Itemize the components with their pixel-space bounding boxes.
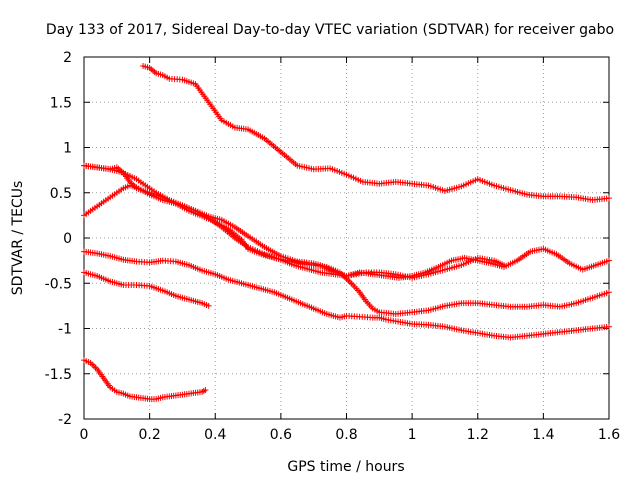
series-s5	[81, 269, 212, 309]
y-tick-label: 1.5	[50, 95, 72, 111]
x-tick-label: 1	[408, 427, 417, 443]
data-point	[606, 195, 612, 202]
x-tick-label: 0.8	[335, 427, 357, 443]
series-s6	[81, 357, 209, 403]
grid-lines	[84, 57, 609, 419]
x-tick-label: 1.2	[467, 427, 489, 443]
x-tick-label: 0	[80, 427, 89, 443]
x-tick-label: 0.4	[204, 427, 226, 443]
y-tick-label: -1.5	[45, 367, 72, 383]
chart-title: Day 133 of 2017, Sidereal Day-to-day VTE…	[46, 22, 614, 38]
y-axis-label: SDTVAR / TECUs	[10, 181, 26, 296]
series-line	[142, 65, 610, 201]
axis-ticks	[83, 56, 610, 420]
y-tick-label: 2	[63, 50, 72, 66]
series-s1	[140, 63, 612, 203]
y-tick-label: -2	[58, 412, 72, 428]
x-tick-label: 0.6	[270, 427, 292, 443]
y-tick-labels: -2 -1.5 -1 -0.5 0 0.5 1 1.5 2	[45, 50, 72, 428]
series-line	[83, 251, 610, 339]
series-s4	[81, 248, 612, 341]
x-tick-label: 0.2	[138, 427, 160, 443]
y-tick-label: 1	[63, 141, 72, 157]
x-tick-labels: 0 0.2 0.4 0.6 0.8 1 1.2 1.4 1.6	[80, 427, 621, 443]
y-tick-label: 0.5	[50, 186, 72, 202]
data-point	[202, 387, 209, 394]
x-axis-label: GPS time / hours	[287, 459, 404, 475]
y-tick-label: -0.5	[45, 276, 72, 292]
data-series	[81, 63, 612, 403]
data-point	[606, 257, 612, 264]
data-point	[205, 302, 212, 309]
x-tick-label: 1.6	[598, 427, 620, 443]
y-tick-label: -1	[58, 322, 72, 338]
data-point	[606, 323, 612, 330]
data-point	[606, 289, 612, 296]
series-s7	[81, 162, 612, 281]
x-tick-label: 1.4	[532, 427, 554, 443]
y-tick-label: 0	[63, 231, 72, 247]
